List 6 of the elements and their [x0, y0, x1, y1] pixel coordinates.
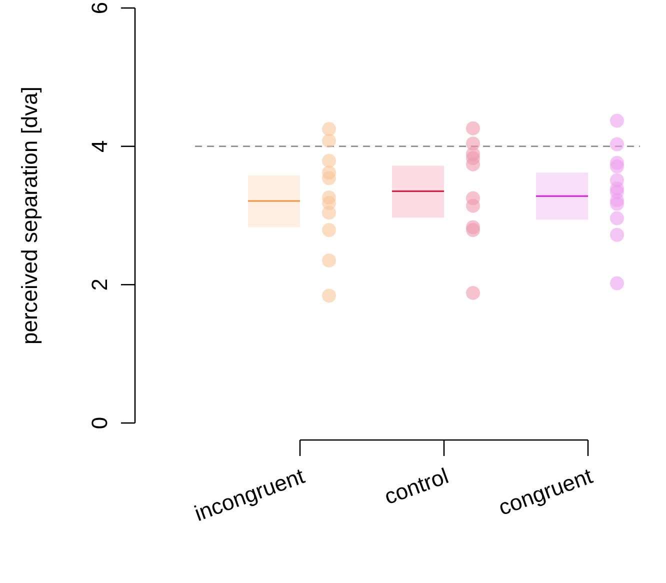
y-tick-label: 0: [87, 416, 112, 430]
y-tick-label: 6: [87, 2, 112, 14]
y-tick-label: 2: [87, 278, 112, 291]
y-tick-label: 4: [87, 140, 112, 152]
x-tick-label: control: [381, 463, 452, 510]
y-axis-title: perceived separation [dva]: [17, 86, 42, 345]
